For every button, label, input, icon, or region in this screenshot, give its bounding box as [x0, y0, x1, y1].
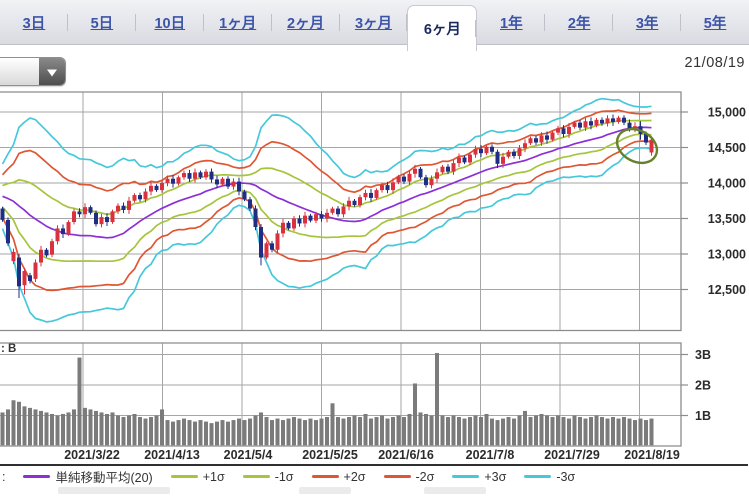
legend-line-swatch	[383, 475, 411, 478]
legend-item-3: +2σ	[311, 469, 366, 484]
svg-text:2021/7/29: 2021/7/29	[544, 448, 600, 462]
legend-label: +2σ	[343, 469, 366, 484]
svg-text:2021/6/16: 2021/6/16	[378, 448, 434, 462]
tab-label: 10日	[154, 15, 186, 32]
legend-item-4: -2σ	[383, 469, 435, 484]
cutoff-legend-artifact	[299, 487, 351, 494]
legend-line-swatch	[311, 475, 339, 478]
svg-text:12,500: 12,500	[708, 283, 746, 297]
legend-label: -3σ	[556, 469, 576, 484]
latest-date-label: 21/08/19	[684, 55, 745, 71]
legend-label: +1σ	[202, 469, 225, 484]
svg-text:2021/5/25: 2021/5/25	[302, 448, 358, 462]
tab-3year[interactable]: 3年	[613, 0, 681, 44]
highlight-ellipse	[615, 127, 659, 165]
chevron-down-icon	[47, 69, 57, 77]
tab-2year[interactable]: 2年	[545, 0, 614, 44]
tab-label: 3日	[22, 15, 46, 32]
period-tab-bar: 3日 5日 10日 1ヶ月 2ヶ月 3ヶ月 6ヶ月 1年 2年 3年 5年	[0, 0, 749, 51]
band-plus3	[1, 97, 652, 179]
tab-label: 1年	[500, 15, 523, 32]
tab-label: 6ヶ月	[423, 22, 461, 38]
panel-borders	[0, 91, 682, 447]
bollinger-bands	[1, 97, 652, 323]
svg-text:2B: 2B	[695, 379, 711, 393]
legend-prefix: :	[2, 469, 6, 484]
legend-label: -2σ	[415, 469, 435, 484]
axis-ticks	[681, 111, 688, 417]
tab-5day[interactable]: 5日	[68, 0, 136, 44]
tab-label: 5日	[90, 15, 114, 32]
svg-text:2021/7/8: 2021/7/8	[466, 448, 515, 462]
axis-separator-line	[0, 464, 748, 466]
legend-line-swatch	[242, 475, 270, 478]
tab-label: 2ヶ月	[287, 15, 325, 32]
tab-1month[interactable]: 1ヶ月	[204, 0, 272, 44]
svg-text:14,000: 14,000	[708, 177, 746, 191]
legend-item-5: +3σ	[452, 470, 506, 484]
svg-text:2021/8/19: 2021/8/19	[624, 448, 680, 462]
tab-label: 3ヶ月	[354, 15, 393, 32]
gridlines	[0, 92, 681, 446]
legend-line-swatch	[452, 475, 480, 478]
tab-label: 2年	[567, 15, 591, 32]
svg-text:13,500: 13,500	[708, 212, 746, 226]
legend-label: +3σ	[484, 469, 507, 484]
axis-labels: 15,000 14,500 14,000 13,500 13,000 12,500 3B 2B…	[64, 106, 746, 463]
svg-text:2021/4/13: 2021/4/13	[144, 448, 200, 462]
volume-bars	[0, 352, 654, 446]
legend-line-swatch	[23, 475, 51, 478]
svg-text:2021/3/22: 2021/3/22	[64, 448, 120, 462]
tab-2month[interactable]: 2ヶ月	[272, 0, 340, 44]
volume-unit-label: : B	[1, 343, 17, 355]
legend-label: -1σ	[274, 469, 294, 484]
dropdown-arrow-button[interactable]	[39, 58, 65, 85]
svg-text:14,500: 14,500	[708, 141, 746, 155]
tab-1year[interactable]: 1年	[477, 0, 546, 44]
tab-3month[interactable]: 3ヶ月	[340, 0, 408, 44]
legend-line-swatch	[170, 475, 198, 478]
chart-type-dropdown[interactable]	[0, 57, 66, 86]
legend-item-1: +1σ	[170, 469, 225, 484]
cutoff-legend-artifact	[58, 487, 170, 494]
tab-label: 1ヶ月	[219, 15, 257, 32]
tab-label: 5年	[703, 15, 727, 32]
candlesticks	[0, 114, 654, 299]
legend-line-swatch	[524, 475, 552, 478]
svg-text:13,000: 13,000	[708, 248, 746, 262]
band-minus2	[1, 140, 652, 292]
tab-label: 3年	[635, 15, 659, 32]
legend-label: 単純移動平均(20)	[55, 471, 153, 485]
band-minus3	[1, 147, 652, 323]
tab-10day[interactable]: 10日	[136, 0, 204, 44]
svg-text:3B: 3B	[695, 348, 711, 362]
cutoff-legend-artifact	[424, 487, 486, 494]
tab-3day[interactable]: 3日	[0, 0, 68, 44]
tab-5year[interactable]: 5年	[681, 0, 749, 44]
chart-legend: : 単純移動平均(20) +1σ -1σ +2σ -2σ +3σ -3σ	[2, 467, 702, 486]
svg-text:1B: 1B	[695, 409, 711, 423]
band-minus1	[1, 133, 652, 263]
legend-item-2: -1σ	[242, 469, 294, 484]
svg-text:2021/5/4: 2021/5/4	[224, 448, 273, 462]
band-plus2	[1, 109, 652, 194]
legend-item-6: -3σ	[524, 470, 575, 484]
tab-6month[interactable]: 6ヶ月	[407, 5, 478, 51]
legend-item-0: 単純移動平均(20)	[23, 467, 153, 486]
svg-text:15,000: 15,000	[708, 106, 746, 120]
